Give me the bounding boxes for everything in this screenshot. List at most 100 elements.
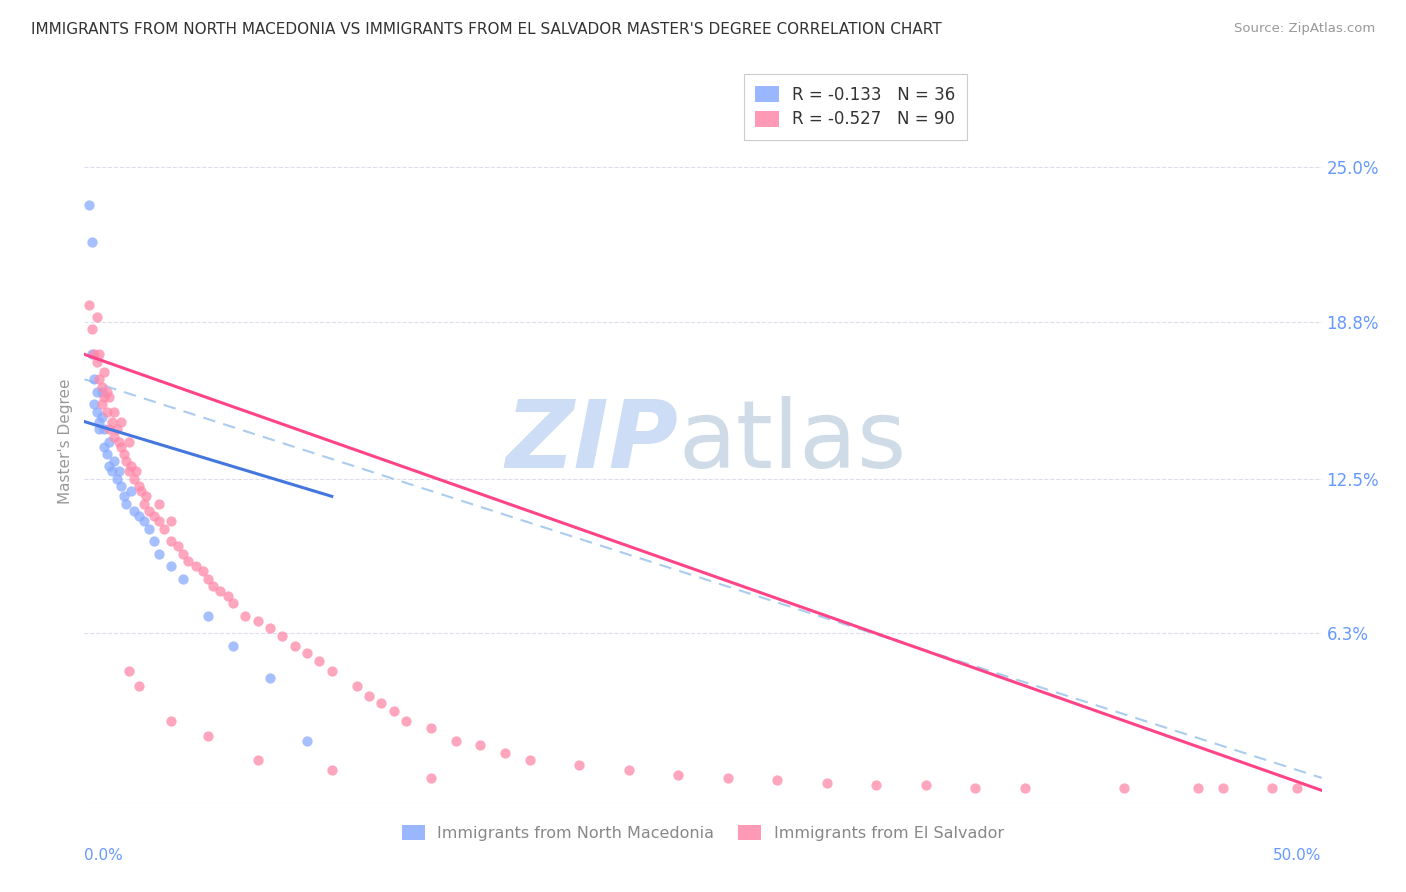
Y-axis label: Master's Degree: Master's Degree [58,379,73,504]
Point [1261,780,1284,795]
Point [98,390,121,404]
Point [865,778,887,792]
Point [83,372,105,386]
Point [172,572,194,586]
Point [209,584,232,599]
Point [135,489,157,503]
Point [98,434,121,449]
Point [112,447,135,461]
Point [86,404,108,418]
Point [98,459,121,474]
Point [419,771,441,785]
Point [191,564,214,578]
Point [110,479,132,493]
Text: Source: ZipAtlas.com: Source: ZipAtlas.com [1234,22,1375,36]
Point [295,646,318,660]
Point [308,654,330,668]
Point [233,609,256,624]
Point [90,397,112,411]
Point [138,504,160,518]
Point [120,459,142,474]
Point [142,509,165,524]
Point [138,522,160,536]
Point [148,514,170,528]
Point [965,780,987,795]
Point [1212,780,1234,795]
Point [321,664,343,678]
Point [110,415,132,429]
Point [766,773,789,788]
Point [89,415,111,429]
Point [93,365,115,379]
Point [93,390,115,404]
Point [83,347,105,361]
Point [108,465,131,479]
Point [112,489,135,503]
Point [125,465,148,479]
Point [86,355,108,369]
Point [132,497,155,511]
Point [1112,780,1135,795]
Point [152,522,174,536]
Point [103,429,125,443]
Point [197,609,219,624]
Point [1285,780,1308,795]
Point [419,721,441,735]
Point [89,372,111,386]
Point [120,484,142,499]
Point [86,310,108,324]
Point [259,621,281,635]
Point [128,679,150,693]
Point [128,479,150,493]
Point [222,597,245,611]
Point [80,235,103,250]
Point [284,639,307,653]
Point [470,739,492,753]
Point [96,404,118,418]
Point [129,484,152,499]
Point [100,415,122,429]
Point [271,629,294,643]
Text: ZIP: ZIP [505,395,678,488]
Point [105,472,128,486]
Point [382,704,405,718]
Point [357,689,380,703]
Point [197,729,219,743]
Point [217,589,239,603]
Point [184,559,207,574]
Point [118,434,141,449]
Point [717,771,740,785]
Point [148,497,170,511]
Text: atlas: atlas [678,395,907,488]
Point [103,454,125,468]
Point [90,380,112,394]
Point [197,572,219,586]
Point [128,509,150,524]
Point [568,758,591,772]
Point [115,497,138,511]
Point [444,733,467,747]
Point [167,539,190,553]
Point [617,764,640,778]
Point [142,534,165,549]
Point [132,514,155,528]
Point [160,534,183,549]
Point [321,764,343,778]
Point [110,440,132,454]
Point [79,297,101,311]
Point [370,696,392,710]
Point [86,384,108,399]
Point [148,547,170,561]
Point [118,465,141,479]
Point [222,639,245,653]
Legend: Immigrants from North Macedonia, Immigrants from El Salvador: Immigrants from North Macedonia, Immigra… [394,817,1012,849]
Point [177,554,200,568]
Point [395,714,418,728]
Point [914,778,936,792]
Point [246,614,269,628]
Point [96,447,118,461]
Point [160,559,183,574]
Point [122,504,145,518]
Point [259,671,281,685]
Point [90,409,112,424]
